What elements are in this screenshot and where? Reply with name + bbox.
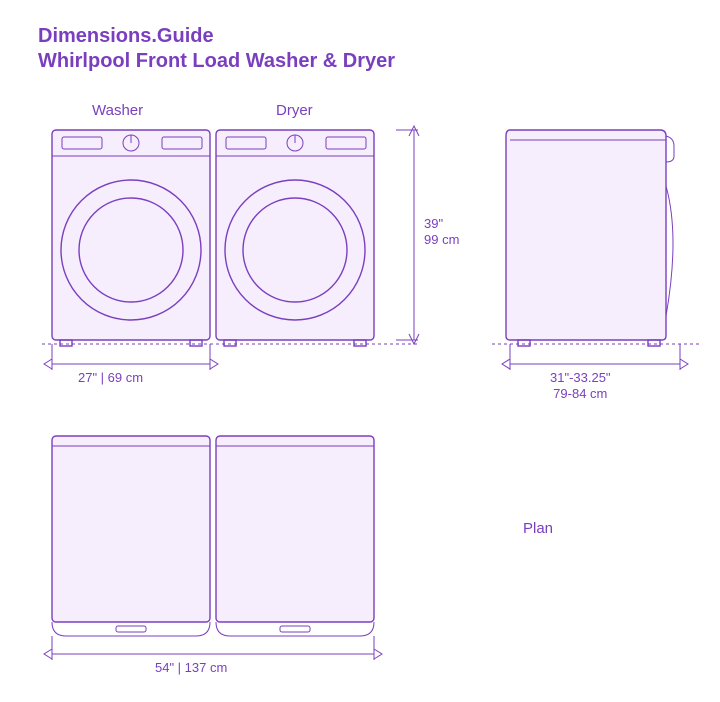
dryer-front [216,130,374,346]
title-block: Dimensions.Guide Whirlpool Front Load Wa… [38,24,395,74]
title-line-1: Dimensions.Guide [38,24,395,49]
dim-depth-text: 31"-33.25" 79-84 cm [550,370,611,401]
dim-height-text: 39" 99 cm [424,216,459,247]
dim-depth [502,344,688,370]
dim-depth-cm: 79-84 cm [550,386,611,402]
front-elevation [40,122,420,382]
plan-view [40,430,420,680]
dim-width-54 [44,636,382,660]
plan-label: Plan [523,520,553,537]
dim-width-54-text: 54" | 137 cm [155,660,227,675]
side-body [506,130,674,346]
washer-label: Washer [92,102,143,119]
plan-unit-left [52,436,210,636]
dim-height [396,122,446,382]
dim-depth-in: 31"-33.25" [550,370,611,386]
washer-front [52,130,210,346]
dryer-label: Dryer [276,102,313,119]
dim-width-27-text: 27" | 69 cm [78,370,143,385]
plan-unit-right [216,436,374,636]
title-line-2: Whirlpool Front Load Washer & Dryer [38,49,395,74]
dim-height-in: 39" [424,216,459,232]
side-elevation [490,122,700,402]
dim-width-27 [44,344,218,370]
dim-height-cm: 99 cm [424,232,459,248]
